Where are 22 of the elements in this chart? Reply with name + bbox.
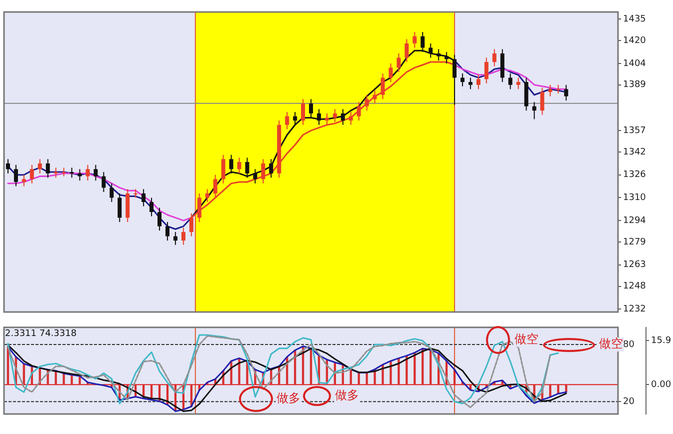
y-tick-label: 1232	[623, 304, 646, 314]
y-tick-label: 1326	[623, 170, 646, 180]
annotation: 做空	[514, 332, 538, 346]
annotation: 做多	[335, 388, 360, 402]
y-tick-label: 1435	[623, 14, 646, 24]
annotation: 2.3311 74.3318	[5, 329, 77, 340]
annotation: 做空	[598, 336, 623, 351]
y-tick-label: 20	[623, 396, 635, 407]
y-tick-label: 1404	[623, 58, 646, 69]
y-tick-label: 1389	[623, 80, 646, 90]
y-tick-label: 1279	[623, 237, 646, 248]
annotation: 做多	[276, 390, 301, 405]
y2-tick-label: 0.00	[651, 380, 672, 390]
y-tick-label: 1420	[623, 36, 646, 46]
y-tick-label: 80	[623, 340, 635, 350]
y2-tick-label: 15.9	[651, 336, 672, 346]
y-tick-label: 1248	[623, 282, 646, 292]
y-tick-label: 1294	[623, 216, 646, 226]
y-tick-label: 1342	[623, 147, 646, 158]
y-tick-label: 1357	[623, 126, 646, 136]
y-tick-label: 1310	[623, 193, 646, 204]
y-tick-label: 1263	[623, 260, 646, 270]
